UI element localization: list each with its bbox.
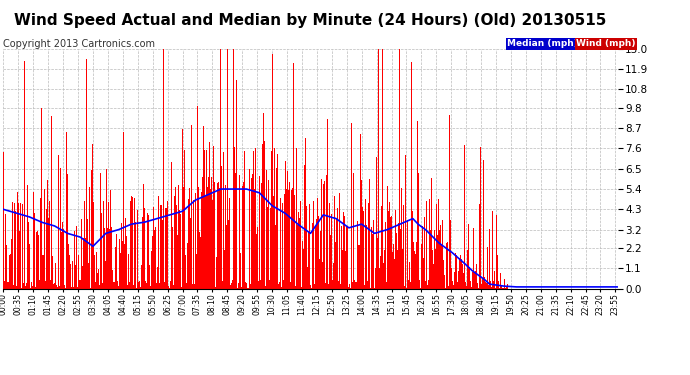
Text: Wind Speed Actual and Median by Minute (24 Hours) (Old) 20130515: Wind Speed Actual and Median by Minute (…: [14, 13, 607, 28]
Text: Median (mph): Median (mph): [507, 39, 578, 48]
Text: Copyright 2013 Cartronics.com: Copyright 2013 Cartronics.com: [3, 39, 155, 50]
Text: Wind (mph): Wind (mph): [576, 39, 635, 48]
